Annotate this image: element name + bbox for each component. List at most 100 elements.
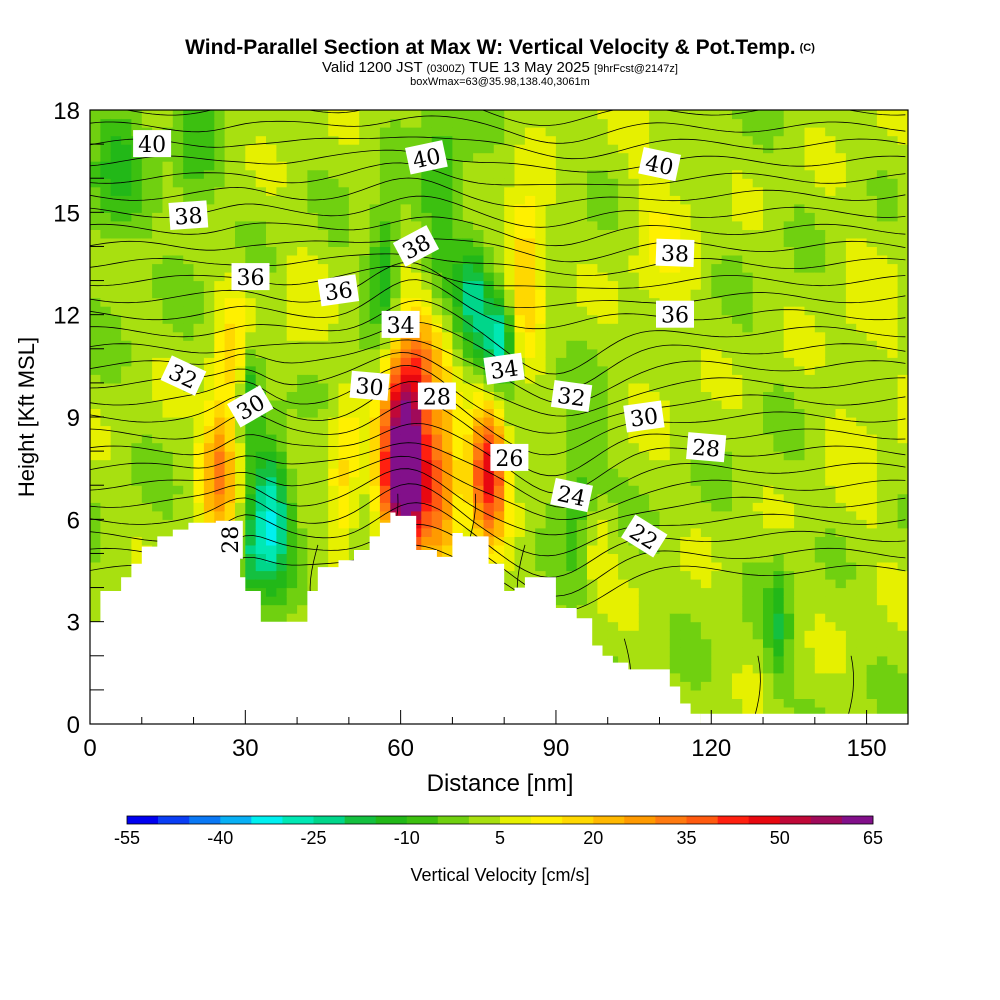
- vv-cell: [711, 255, 723, 265]
- vv-cell: [90, 195, 101, 205]
- vv-cell: [783, 519, 795, 529]
- vv-cell: [100, 417, 112, 427]
- vv-cell: [131, 391, 143, 401]
- vv-cell: [359, 357, 371, 367]
- vv-cell: [555, 110, 567, 120]
- vv-cell: [597, 212, 609, 222]
- vv-cell: [783, 297, 795, 307]
- vv-cell: [763, 357, 774, 367]
- vv-cell: [545, 135, 557, 145]
- vv-cell: [783, 698, 795, 708]
- vv-cell: [504, 434, 516, 444]
- vv-cell: [794, 570, 806, 580]
- vv-cell: [255, 255, 267, 265]
- vv-cell: [141, 110, 153, 120]
- vv-cell: [203, 348, 215, 358]
- vv-cell: [794, 331, 806, 341]
- vv-cell: [214, 220, 226, 230]
- vv-cell: [535, 357, 547, 367]
- vv-cell: [266, 246, 277, 256]
- vv-cell: [535, 314, 547, 324]
- vv-cell: [411, 382, 422, 392]
- vv-cell: [576, 331, 588, 341]
- vv-cell: [680, 331, 692, 341]
- vv-cell: [732, 382, 743, 392]
- vv-cell: [431, 323, 443, 333]
- vv-cell: [473, 297, 485, 307]
- vv-cell: [307, 314, 319, 324]
- vv-cell: [524, 220, 536, 230]
- vv-cell: [400, 408, 412, 418]
- vv-cell: [452, 152, 464, 162]
- vv-cell: [255, 178, 267, 188]
- vv-cell: [359, 468, 371, 478]
- vv-cell: [804, 553, 816, 563]
- vv-cell: [732, 365, 743, 375]
- vv-cell: [690, 672, 702, 682]
- vv-cell: [659, 630, 671, 640]
- vv-cell: [369, 229, 381, 239]
- vv-cell: [680, 127, 692, 137]
- vv-cell: [566, 553, 578, 563]
- vv-cell: [141, 365, 153, 375]
- vv-cell: [266, 331, 277, 341]
- vv-cell: [732, 647, 743, 657]
- vv-cell: [110, 527, 122, 537]
- vv-cell: [162, 510, 174, 520]
- vv-cell: [379, 237, 391, 247]
- vv-cell: [576, 365, 588, 375]
- vv-cell: [317, 408, 329, 418]
- vv-cell: [379, 493, 391, 503]
- vv-cell: [359, 255, 371, 265]
- vv-cell: [276, 510, 288, 520]
- vv-cell: [742, 110, 754, 120]
- vv-cell: [224, 169, 236, 179]
- vv-cell: [607, 399, 619, 409]
- vv-cell: [587, 331, 598, 341]
- vv-cell: [172, 391, 184, 401]
- vv-cell: [659, 144, 671, 154]
- vv-cell: [224, 118, 236, 128]
- vv-cell: [359, 527, 371, 537]
- vv-cell: [224, 451, 236, 461]
- vv-cell: [763, 212, 774, 222]
- vv-cell: [649, 246, 661, 256]
- vv-cell: [224, 408, 236, 418]
- vv-cell: [711, 178, 723, 188]
- vv-cell: [297, 468, 309, 478]
- vv-cell: [421, 118, 433, 128]
- vv-cell: [473, 374, 485, 384]
- vv-cell: [162, 417, 174, 427]
- vv-cell: [452, 365, 464, 375]
- vv-cell: [732, 493, 743, 503]
- vv-cell: [721, 178, 733, 188]
- vv-cell: [711, 587, 723, 597]
- vv-cell: [317, 118, 329, 128]
- vv-cell: [504, 237, 516, 247]
- vv-cell: [638, 485, 650, 495]
- vv-cell: [317, 365, 329, 375]
- vv-cell: [504, 340, 516, 350]
- vv-cell: [110, 246, 122, 256]
- vv-cell: [783, 127, 795, 137]
- vv-cell: [659, 468, 671, 478]
- vv-cell: [110, 220, 122, 230]
- vv-cell: [493, 263, 505, 273]
- vv-cell: [721, 365, 733, 375]
- vv-cell: [90, 391, 101, 401]
- vv-cell: [763, 553, 774, 563]
- vv-cell: [649, 178, 661, 188]
- vv-cell: [732, 604, 743, 614]
- vv-cell: [100, 186, 112, 196]
- vv-cell: [545, 493, 557, 503]
- vv-cell: [638, 613, 650, 623]
- vv-cell: [493, 519, 505, 529]
- vv-cell: [90, 135, 101, 145]
- vv-cell: [783, 638, 795, 648]
- vv-cell: [100, 144, 112, 154]
- vv-cell: [783, 229, 795, 239]
- vv-cell: [524, 152, 536, 162]
- vv-cell: [638, 229, 650, 239]
- vv-cell: [493, 417, 505, 427]
- vv-cell: [794, 220, 806, 230]
